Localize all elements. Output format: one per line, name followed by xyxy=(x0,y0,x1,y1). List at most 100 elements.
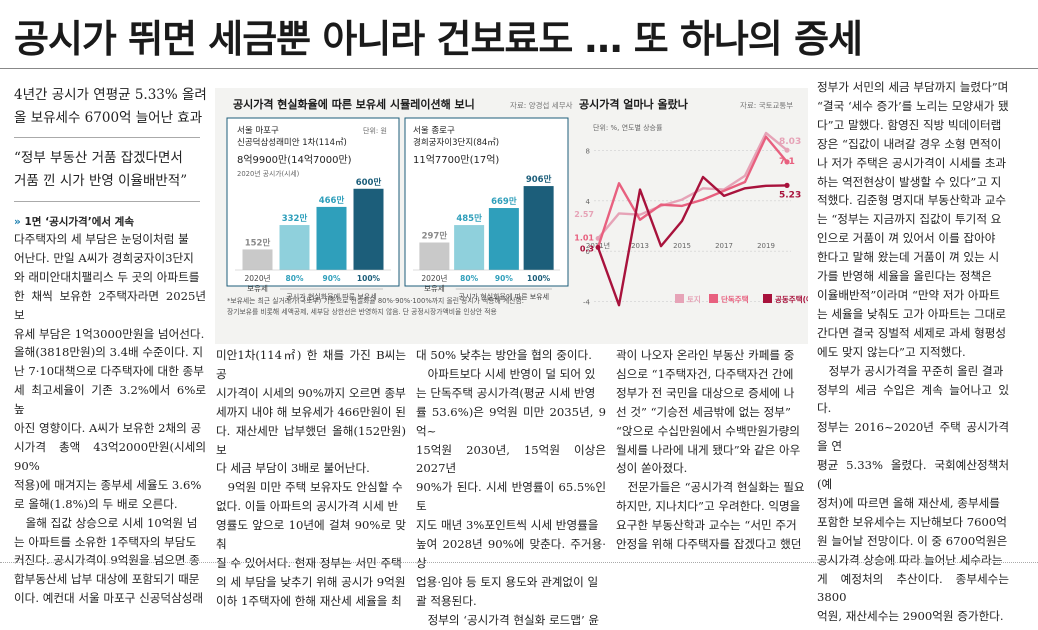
body-line: 세 최고세율이 기존 3.2%에서 6%로 높 xyxy=(14,381,206,419)
body-line: 하는 역전현상이 발생할 수 있다”고 지 xyxy=(817,173,1009,192)
body-line: 는 “정부는 지금까지 집값이 투기적 요 xyxy=(817,210,1009,229)
body-line: 15억원 2030년, 15억원 이상은 2027년 xyxy=(416,441,606,479)
body-line: 90%가 된다. 시세 반영률이 65.5%인 토 xyxy=(416,478,606,516)
body-line: 정부가 서민의 세금 부담까지 늘렸다”며 xyxy=(817,78,1009,97)
panel-a-name-2: 신공덕삼성래미안 1차(114㎡) xyxy=(237,137,347,148)
series-start-label: 0.3 xyxy=(580,244,594,253)
body-line: 정부는 2016~2020년 주택 공시가격을 연 xyxy=(817,418,1009,456)
body-line: 다주택자의 세 부담은 눈덩이처럼 불 xyxy=(14,230,206,249)
body-line: 안정을 위해 다주택자를 잡겠다고 했던 xyxy=(616,535,806,554)
body-line: 곽이 나오자 온라인 부동산 카페를 중 xyxy=(616,346,806,365)
legend-label: 토지 xyxy=(687,294,701,304)
body-line: 정부의 세금 수입은 계속 늘어나고 있다. xyxy=(817,381,1009,419)
body-line: 는 단독주택 공시가격(평균 시세 반영 xyxy=(416,384,606,403)
body-line: 포함한 보유세수는 지난해보다 7600억 xyxy=(817,513,1009,532)
deck-quote-line-1: “정부 부동산 거품 잡겠다면서 xyxy=(14,147,183,170)
body-line: 전문가들은 “공시가격 현실화는 필요 xyxy=(616,478,806,497)
body-line: 지도 매년 3%포인트씩 시세 반영률을 xyxy=(416,516,606,535)
article-column-4: 곽이 나오자 온라인 부동산 카페를 중 심으로 “1주택자건, 다주택자건 간에… xyxy=(616,346,806,554)
left-chart-source: 자료: 양경섭 세무사 xyxy=(510,100,573,110)
category-label: 100% xyxy=(527,274,551,283)
infographic: 공시가격 현실화율에 따른 보유세 시뮬레이션해 보니 자료: 양경섭 세무사 … xyxy=(215,88,808,344)
panel-a-note: 2020년 공시가(시세) xyxy=(237,169,300,178)
bar-value-label: 152만 xyxy=(245,237,271,248)
bar-value-label: 466만 xyxy=(319,195,345,206)
body-line: 올해(3818만원)의 3.4배 수준이다. 지 xyxy=(14,343,206,362)
deck-separator-2 xyxy=(14,201,200,202)
panel-a-name-1: 서울 마포구 xyxy=(237,126,279,136)
body-line: 아진 영향이다. A씨가 보유한 2채의 공 xyxy=(14,419,206,438)
body-line: “결국 ‘세수 증가’를 노리는 모양새가 됐 xyxy=(817,97,1009,116)
body-line: 공시가격 상승에 따라 늘어난 세수라는 xyxy=(817,551,1009,570)
headline: 공시가 뛰면 세금뿐 아니라 건보료도 … 또 하나의 증세 xyxy=(14,8,862,63)
body-line: 다 세금 부담이 3배로 불어난다. xyxy=(216,459,406,478)
deck-separator xyxy=(14,137,200,138)
body-line: 정부의 ‘공시가격 현실화 로드맵’ 윤 xyxy=(416,611,606,630)
body-line: 질 수 있어서다. 현재 정부는 서민 주택 xyxy=(216,554,406,573)
body-line: 인으로 거품이 껴 있어서 이를 잡아야 xyxy=(817,229,1009,248)
series-start-label: 1.01 xyxy=(574,233,594,242)
legend-label: 공동주택(아파트) xyxy=(775,294,808,304)
deck-line-2: 올 보유세수 6700억 늘어난 효과 xyxy=(14,107,202,130)
bar xyxy=(317,207,347,270)
footnote-line-1: *보유세는 최근 실거래가(국토부) 기준으로 현실화율 80%·90%·100… xyxy=(227,296,524,305)
series-end-point xyxy=(784,183,789,188)
article-column-3: 대 50% 낮추는 방안을 협의 중이다. 아파트보다 시세 반영이 덜 되어 … xyxy=(416,346,606,630)
body-line: 유세 부담은 1억3000만원을 넘어선다. xyxy=(14,325,206,344)
left-chart-title: 공시가격 현실화율에 따른 보유세 시뮬레이션해 보니 xyxy=(233,97,475,111)
baseline-label: 보유세 xyxy=(424,284,445,293)
right-chart-unit: 단위: %, 연도별 상승률 xyxy=(593,123,663,132)
body-line: 성이 쏟아졌다. xyxy=(616,459,806,478)
baseline-label: 2020년 xyxy=(421,273,447,283)
bar-value-label: 906만 xyxy=(526,174,552,185)
body-line: 괄 적용된다. xyxy=(416,592,606,611)
body-line: 다. 재산세만 납부했던 올해(152만원)보 xyxy=(216,422,406,460)
legend-swatch xyxy=(763,294,772,303)
bar xyxy=(489,208,519,270)
footnote-line-2: 장기보유를 비롯해 세액공제, 세부담 상한선은 반영하지 않음. 단 공정시장… xyxy=(227,307,497,316)
page-bottom-rule xyxy=(0,562,1038,563)
unit-label: 단위: 원 xyxy=(363,126,387,135)
body-line: 정부가 전 국민을 대상으로 증세에 나 xyxy=(616,384,806,403)
series-start-point xyxy=(596,245,601,250)
panel-b-name-2: 경희궁자이3단지(84㎡) xyxy=(413,137,499,148)
body-line: 한다고 말해 왔는데 거품이 껴 있는 시 xyxy=(817,248,1009,267)
category-label: 100% xyxy=(357,274,381,283)
bar xyxy=(524,186,554,270)
x-tick-label: 2019 xyxy=(757,242,775,250)
bar-value-label: 332만 xyxy=(282,213,308,224)
body-line: 올해 집값 상승으로 시세 10억원 넘 xyxy=(14,514,206,533)
body-line: 원 늘어날 전망이다. 이 중 6700억원은 xyxy=(817,532,1009,551)
body-line: 평균 5.33% 올렸다. 국회예산정책처(예 xyxy=(817,456,1009,494)
body-line: 의 세 부담을 낮추기 위해 공시가 9억원 xyxy=(216,573,406,592)
body-line: 률 53.6%)은 9억원 미만 2035년, 9억~ xyxy=(416,403,606,441)
bar-value-label: 669만 xyxy=(491,196,517,207)
deck-quote-line-2: 거품 낀 시가 반영 이율배반적” xyxy=(14,170,187,193)
body-line: 가를 반영해 세율을 올린다는 정책은 xyxy=(817,267,1009,286)
body-line: “앉으로 수십만원에서 수백만원가량의 xyxy=(616,422,806,441)
series-end-point xyxy=(784,148,789,153)
body-line: 세까지 내야 해 보유세가 466만원이 된 xyxy=(216,403,406,422)
series-line xyxy=(598,137,787,248)
body-line: 시가격이 시세의 90%까지 오르면 종부 xyxy=(216,384,406,403)
y-tick-label: 4 xyxy=(586,198,591,206)
bar xyxy=(419,242,449,270)
continued-from-link[interactable]: » 1면 ‘공시가격’에서 계속 xyxy=(14,214,134,229)
body-line: 정처)에 따르면 올해 재산세, 종부세를 xyxy=(817,494,1009,513)
body-line: 요구한 부동산학과 교수는 “서민 주거 xyxy=(616,516,806,535)
headline-rule xyxy=(0,68,1038,69)
deck-line-1: 4년간 공시가 연평균 5.33% 올려 xyxy=(14,84,207,107)
x-tick-label: 2017 xyxy=(715,242,733,250)
x-tick-label: 2013 xyxy=(631,242,649,250)
body-line: 간다면 결국 징벌적 세제로 과세 형평성 xyxy=(817,324,1009,343)
y-tick-label: 8 xyxy=(586,148,590,156)
body-line: 높여 2028년 90%에 맞춘다. 주거용·상 xyxy=(416,535,606,573)
legend-swatch xyxy=(709,294,718,303)
body-line: 적용)에 매겨지는 종부세 세율도 3.6% xyxy=(14,476,206,495)
panel-a-price: 8억9900만(14억7000만) xyxy=(237,154,352,166)
body-line: 없다. 이들 아파트의 공시가격 시세 반 xyxy=(216,497,406,516)
legend-label: 단독주택 xyxy=(721,294,749,304)
body-line: 9억원 미만 주택 보유자도 안심할 수 xyxy=(216,478,406,497)
body-line: 다”고 말했다. 함영진 직방 빅데이터랩 xyxy=(817,116,1009,135)
article-column-5: 정부가 서민의 세금 부담까지 늘렸다”며 “결국 ‘세수 증가’를 노리는 모양… xyxy=(817,78,1009,626)
